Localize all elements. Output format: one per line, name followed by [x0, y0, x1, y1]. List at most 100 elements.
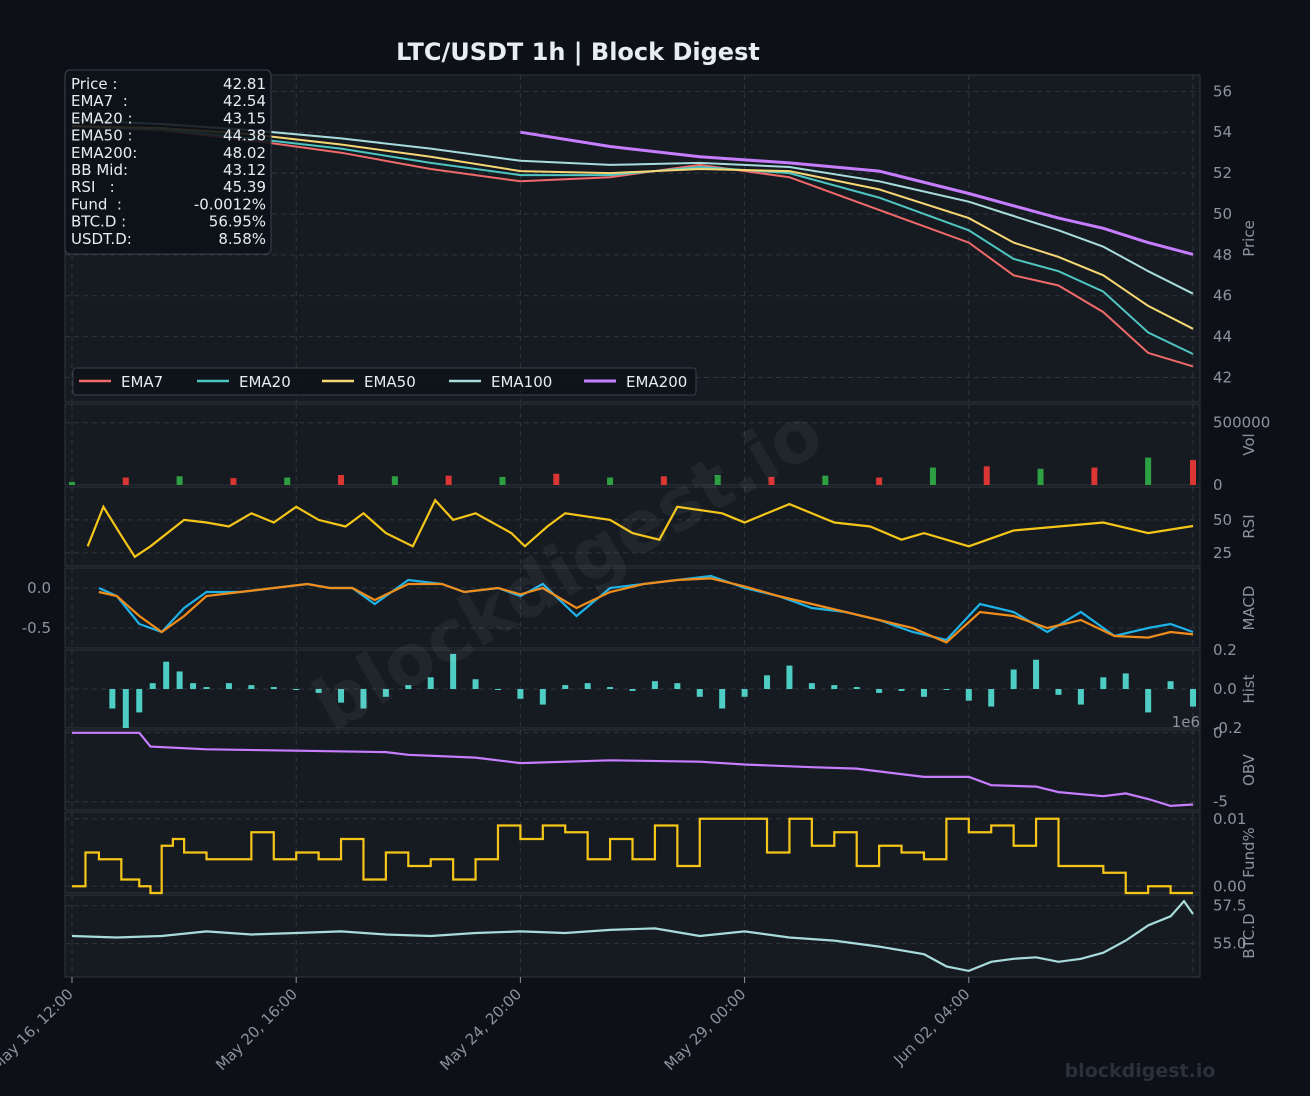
info-label: USDT.D:	[71, 230, 132, 248]
bar-hist	[831, 685, 838, 689]
bar-vol	[1091, 467, 1098, 485]
series-line-rsi	[86, 498, 1194, 559]
bar-hist	[338, 689, 345, 703]
y-tick-label: -0.2	[1213, 719, 1242, 737]
panel-frame	[64, 403, 1201, 486]
bar-hist	[651, 681, 658, 689]
series-line-ema200	[520, 130, 1194, 256]
info-value: -0.0012%	[194, 195, 266, 213]
bar-hist	[786, 665, 793, 689]
y-tick-label: 50	[1213, 205, 1232, 223]
info-value: 42.54	[223, 92, 266, 110]
bar-hist	[1190, 689, 1196, 707]
y-axis-label: Vol	[1240, 433, 1258, 455]
info-box-frame	[64, 69, 272, 255]
y-tick-label: 44	[1213, 328, 1232, 346]
bar-hist	[225, 683, 232, 689]
bar-vol	[876, 477, 883, 485]
footer-brand: blockdigest.io	[1065, 1060, 1216, 1082]
panel-macd: 0.0 -0.5 MACD	[22, 567, 1258, 649]
bar-vol	[338, 475, 345, 485]
y-tick-label: 55.0	[1213, 935, 1246, 953]
bar-vol	[714, 475, 721, 485]
bar-hist	[149, 683, 156, 689]
panel-frame	[64, 729, 1201, 811]
bar-vol	[230, 478, 237, 485]
bar-hist	[629, 689, 636, 691]
y-tick-label: 0.00	[1213, 877, 1246, 895]
bar-hist	[741, 689, 748, 697]
bar-vol	[499, 476, 506, 485]
y-tick-label: 57.5	[1213, 897, 1246, 915]
y-tick-label: 54	[1213, 123, 1232, 141]
bar-vol	[69, 481, 75, 485]
info-value: 8.58%	[218, 230, 266, 248]
bar-vol	[553, 473, 560, 485]
bar-vol	[284, 477, 291, 485]
y-axis-label: BTC.D	[1240, 913, 1258, 958]
info-value: 56.95%	[209, 213, 266, 231]
bar-hist	[607, 687, 614, 689]
bar-vol	[929, 467, 936, 485]
bar-hist	[293, 689, 300, 690]
y-tick-label: 42	[1213, 368, 1232, 386]
bar-hist	[494, 689, 501, 690]
legend-label-ema100: EMA100	[491, 373, 552, 391]
info-value: 43.15	[223, 109, 266, 127]
y-axis-label: Hist	[1240, 674, 1258, 703]
bar-hist	[122, 689, 129, 728]
bar-hist	[360, 689, 367, 709]
info-label: BTC.D :	[71, 213, 126, 231]
panel-frame	[64, 567, 1201, 649]
bar-hist	[427, 677, 434, 689]
y-tick-label: 500000	[1213, 414, 1270, 432]
bar-hist	[176, 671, 183, 689]
bar-hist	[988, 689, 995, 707]
bar-vol	[122, 477, 129, 485]
bar-hist	[696, 689, 703, 697]
bar-hist	[764, 675, 771, 689]
panel-frame	[64, 894, 1201, 978]
panel-hist: 0.2 0.0 -0.2 Hist	[64, 641, 1258, 737]
bar-hist	[315, 689, 322, 693]
bar-hist	[943, 689, 950, 690]
bar-hist	[965, 689, 972, 701]
chart-title: LTC/USDT 1h | Block Digest	[396, 38, 760, 66]
series-line-signal	[98, 577, 1194, 644]
y-axis-label: Price	[1240, 220, 1258, 257]
bar-hist	[248, 685, 255, 689]
info-label: Price :	[71, 75, 117, 93]
series-line-btc-d	[71, 899, 1194, 973]
legend-label-ema7: EMA7	[121, 373, 163, 391]
bar-vol	[391, 476, 398, 485]
bar-hist	[1010, 669, 1017, 689]
series-line-fund	[72, 817, 1193, 895]
bar-vol	[822, 475, 829, 485]
panel-obv: 0 -5 OBV 1e6	[64, 713, 1258, 811]
bar-hist	[382, 689, 389, 697]
bar-hist	[1033, 659, 1040, 689]
info-label: BB Mid:	[71, 161, 128, 179]
y-tick-label: 50	[1213, 511, 1232, 529]
bar-vol	[983, 466, 990, 485]
legend-label-ema50: EMA50	[364, 373, 416, 391]
bar-hist	[1122, 673, 1129, 689]
series-line-ema100	[71, 119, 1194, 295]
scale-label: 1e6	[1172, 713, 1200, 731]
bar-hist	[109, 689, 116, 709]
y-tick-label: -5	[1213, 793, 1228, 811]
bar-vol	[768, 476, 775, 485]
legend-label-ema200: EMA200	[626, 373, 687, 391]
bar-vol	[1190, 460, 1196, 485]
y-tick-label: 0.2	[1213, 641, 1237, 659]
bar-hist	[1167, 681, 1174, 689]
bar-vol	[660, 476, 667, 485]
bar-hist	[163, 661, 170, 689]
y-axis-label: Fund%	[1240, 827, 1258, 878]
bar-hist	[562, 685, 569, 689]
info-value: 48.02	[223, 144, 266, 162]
